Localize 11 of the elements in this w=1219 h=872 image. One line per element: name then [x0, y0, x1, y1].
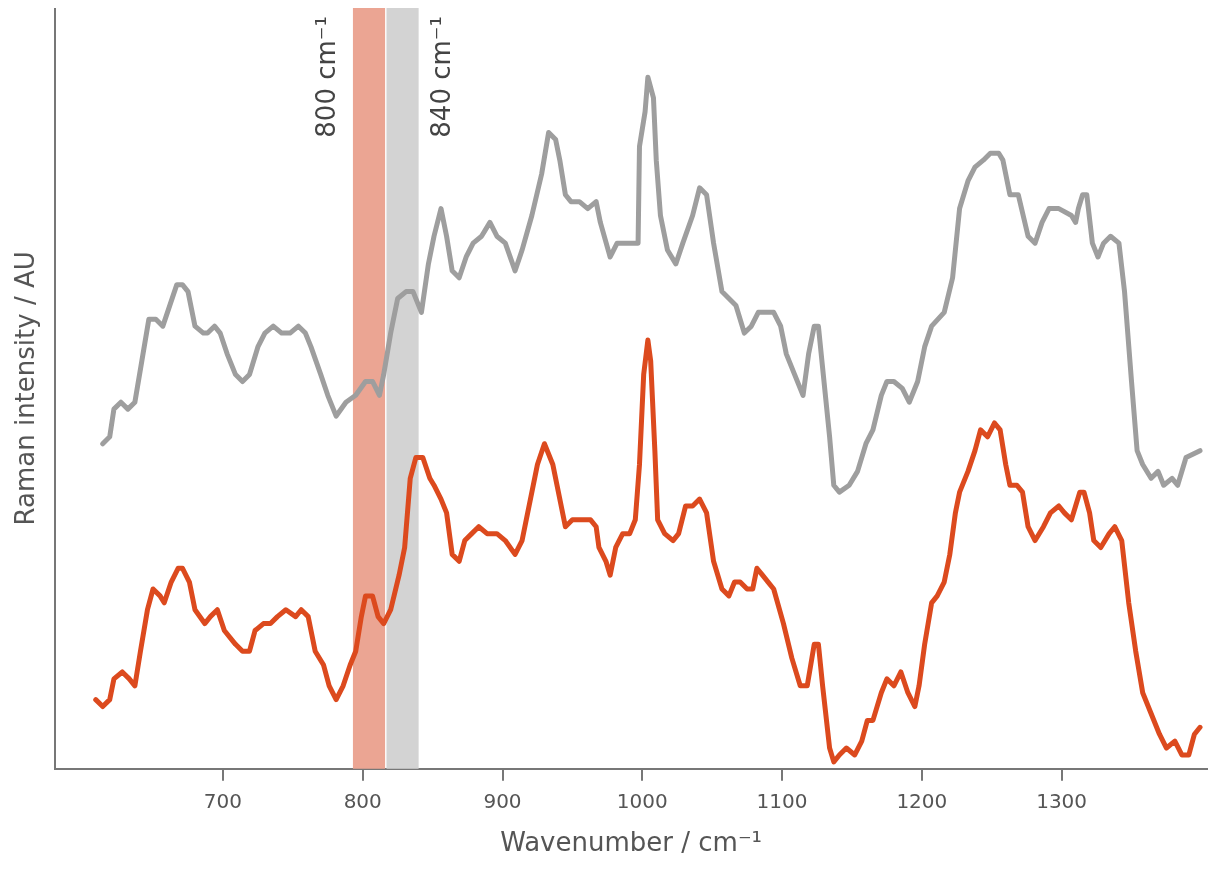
x-tick-label: 800 [343, 789, 382, 813]
y-axis-title: Raman intensity / AU [10, 251, 41, 526]
x-tick-label: 900 [483, 789, 522, 813]
x-tick-label: 1300 [1036, 789, 1088, 813]
x-tick-label: 700 [203, 789, 243, 813]
x-tick-label: 1200 [896, 789, 948, 813]
x-axis-title: Wavenumber / cm⁻¹ [500, 827, 763, 858]
band-label: 840 cm⁻¹ [426, 16, 457, 138]
x-tick-label: 1000 [616, 789, 668, 813]
x-tick-label: 1100 [756, 789, 808, 813]
band-label: 800 cm⁻¹ [310, 16, 341, 138]
